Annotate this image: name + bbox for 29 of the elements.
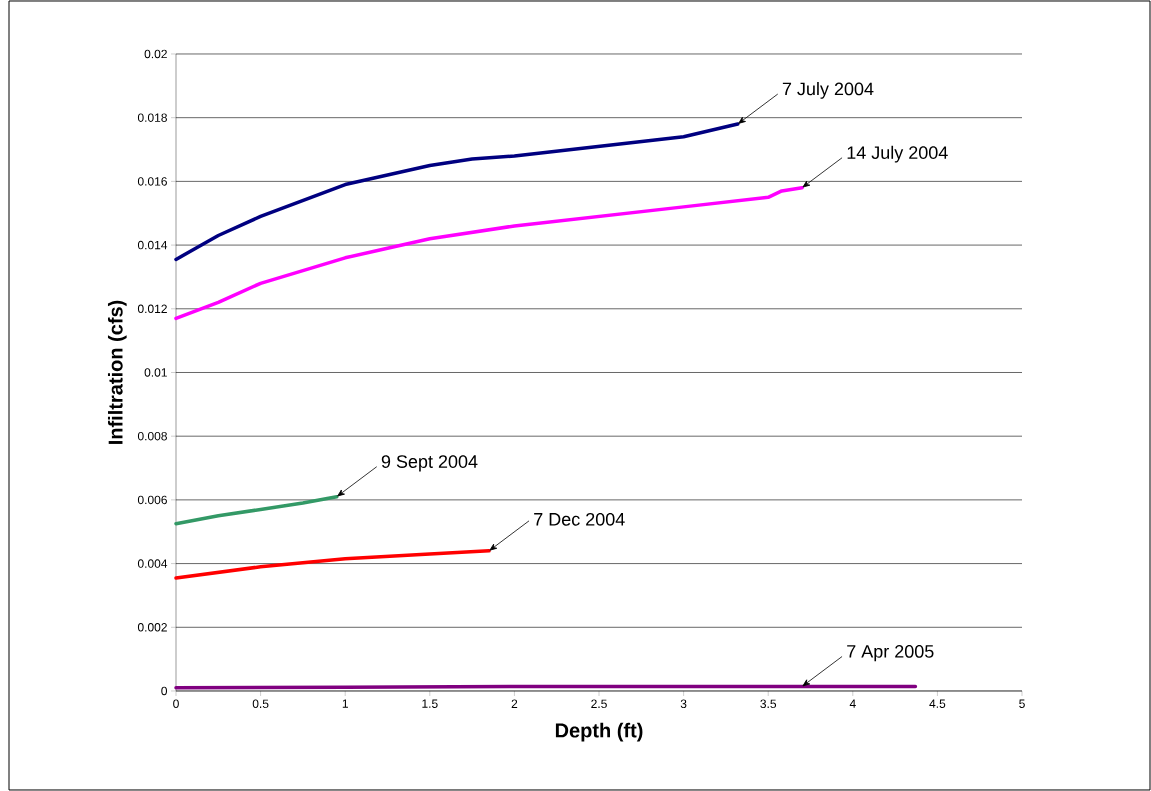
annotation: 7 Apr 2005 [847,645,934,662]
x-tick-label: 3.5 [760,699,777,709]
y-axis-title: Infiltration (cfs) [107,300,127,444]
y-tick-label: 0.004 [137,559,168,568]
y-tick-label: 0 [161,686,168,696]
y-tick-label: 0.012 [137,304,167,314]
x-tick-label: 2.5 [591,699,607,709]
x-axis-title: Depth (ft) [555,722,643,742]
y-tick-label: 0.006 [137,495,167,505]
x-tick-label: 5 [1019,699,1025,708]
y-tick-label: 0.02 [144,49,167,59]
annotation: 9 Sept 2004 [381,455,478,472]
x-tick-label: 0.5 [252,699,269,709]
y-tick-label: 0.002 [137,623,167,632]
x-tick-label: 0 [173,699,179,709]
y-tick-label: 0.008 [137,431,167,441]
x-tick-label: 4 [849,699,856,708]
x-tick-label: 3 [680,699,687,709]
annotation: 14 July 2004 [847,145,948,163]
x-tick-label: 4.5 [929,699,946,708]
y-tick-label: 0.014 [137,240,168,250]
y-tick-label: 0.018 [137,113,167,122]
y-tick-label: 0.016 [137,177,167,186]
y-tick-label: 0.01 [144,368,167,377]
annotation: 7 Dec 2004 [534,512,625,526]
x-tick-label: 1.5 [422,699,438,708]
x-tick-label: 1 [342,699,348,708]
x-tick-label: 2 [511,699,518,708]
annotation: 7 July 2004 [782,82,874,99]
